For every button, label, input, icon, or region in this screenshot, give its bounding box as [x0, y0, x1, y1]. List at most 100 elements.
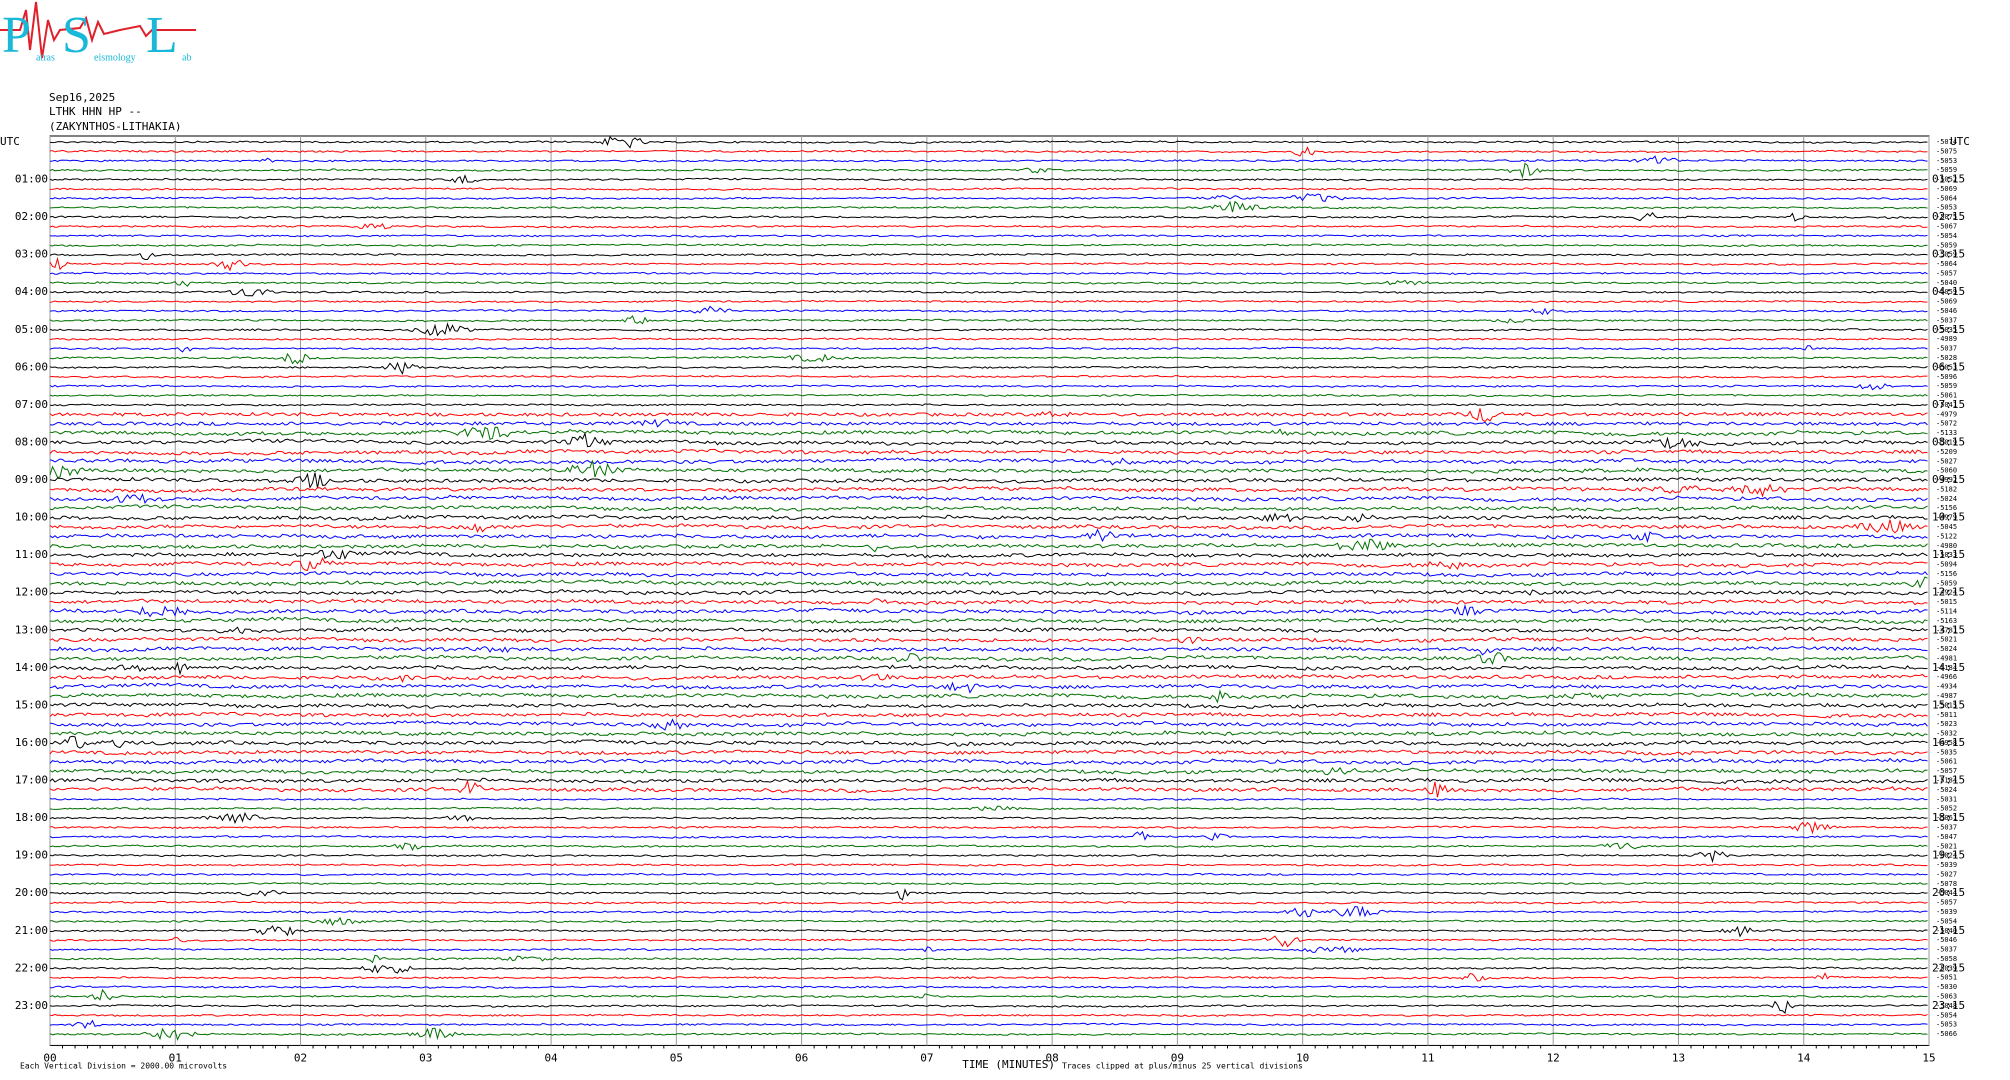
x-tick-label: 04 — [544, 1051, 558, 1064]
trace-offset: -5021 — [1936, 842, 1957, 850]
trace — [49, 626, 1928, 635]
trace — [49, 393, 1928, 398]
x-tick-label: 11 — [1421, 1051, 1434, 1064]
trace — [49, 234, 1928, 238]
trace-offset: -5041 — [1936, 401, 1957, 409]
hour-label: 01:00 — [15, 173, 48, 186]
trace-offset: -5054 — [1936, 232, 1957, 240]
trace-offset: -5040 — [1936, 279, 1957, 287]
trace-offset: -5053 — [1936, 1021, 1957, 1029]
hour-label-right: 04:15 — [1932, 285, 1965, 298]
trace-offset: -5019 — [1936, 438, 1957, 446]
trace — [49, 374, 1928, 379]
x-tick-label: 09 — [1171, 1051, 1184, 1064]
hour-label: 13:00 — [15, 623, 48, 636]
trace-offset: -5156 — [1936, 504, 1957, 512]
trace-offset: -4979 — [1936, 514, 1957, 522]
trace — [49, 162, 1928, 179]
trace — [49, 361, 1928, 376]
trace-offset: -5039 — [1936, 861, 1957, 869]
trace — [49, 557, 1928, 572]
trace-offset: -5074 — [1936, 138, 1957, 146]
trace-offset: -5024 — [1936, 645, 1957, 653]
trace-offset: -5057 — [1936, 767, 1957, 775]
logo-word: eismology — [94, 52, 136, 63]
x-tick-label: 08 — [1046, 1051, 1059, 1064]
trace-offset: -4781 — [1936, 626, 1957, 634]
trace — [49, 749, 1928, 756]
hour-label: 22:00 — [15, 961, 48, 974]
trace-offset: -5060 — [1936, 467, 1957, 475]
hour-label-right: 01:15 — [1932, 173, 1965, 186]
hour-label: 10:00 — [15, 511, 48, 524]
trace-offset: -5037 — [1936, 345, 1957, 353]
trace — [49, 797, 1928, 801]
scale-note: Each Vertical Division = 2000.00 microvo… — [20, 1062, 227, 1071]
trace-offset: -5044 — [1936, 889, 1957, 897]
trace-offset: -5064 — [1936, 194, 1957, 202]
hour-label: 16:00 — [15, 736, 48, 749]
hour-label-right: 18:15 — [1932, 811, 1965, 824]
trace — [49, 256, 1928, 272]
trace-offset: -5052 — [1936, 805, 1957, 813]
trace — [49, 616, 1928, 625]
trace-offset: -5028 — [1936, 354, 1957, 362]
trace-offset: -5039 — [1936, 964, 1957, 972]
trace — [49, 211, 1928, 222]
x-axis-title: TIME (MINUTES) — [962, 1058, 1055, 1071]
trace — [49, 155, 1928, 164]
logo-letter: L — [146, 7, 178, 64]
trace-offset: -5033 — [1936, 551, 1957, 559]
trace — [49, 863, 1928, 867]
trace — [49, 492, 1928, 505]
trace — [49, 504, 1928, 512]
trace-offset: -5209 — [1936, 448, 1957, 456]
hour-label: 12:00 — [15, 586, 48, 599]
trace — [49, 900, 1928, 905]
trace — [49, 673, 1928, 683]
trace-offset: -4987 — [1936, 692, 1957, 700]
x-tick-label: 06 — [795, 1051, 808, 1064]
trace-offset: -4958 — [1936, 739, 1957, 747]
trace-offset: -5027 — [1936, 870, 1957, 878]
traces — [49, 135, 1928, 1042]
x-tick-label: 13 — [1672, 1051, 1685, 1064]
trace — [49, 916, 1928, 927]
trace — [49, 730, 1928, 737]
trace-offset: -5021 — [1936, 636, 1957, 644]
trace — [49, 431, 1928, 450]
x-tick-label: 14 — [1797, 1051, 1811, 1064]
trace — [49, 603, 1928, 618]
logo-letter: S — [62, 7, 91, 64]
trace — [49, 483, 1928, 498]
trace — [49, 146, 1928, 157]
hour-label-right: 06:15 — [1932, 360, 1965, 373]
trace-offset: -5122 — [1936, 532, 1957, 540]
trace — [49, 811, 1928, 825]
x-tick-label: 12 — [1547, 1051, 1560, 1064]
trace-offset: -5045 — [1936, 523, 1957, 531]
trace-offset: -5030 — [1936, 983, 1957, 991]
hour-label: 04:00 — [15, 285, 48, 298]
trace-offset: -5054 — [1936, 917, 1957, 925]
logo-wave — [0, 1, 196, 59]
trace — [49, 718, 1928, 731]
trace-offset: -5015 — [1936, 701, 1957, 709]
trace — [49, 954, 1928, 964]
trace-offset: -5040 — [1936, 927, 1957, 935]
trace — [49, 305, 1928, 316]
trace — [49, 337, 1928, 341]
hour-label: 17:00 — [15, 774, 48, 787]
hour-label: 23:00 — [15, 999, 48, 1012]
trace-offset: -4966 — [1936, 673, 1957, 681]
trace — [49, 418, 1928, 428]
trace — [49, 472, 1928, 489]
trace — [49, 279, 1928, 287]
trace-offset: -5059 — [1936, 241, 1957, 249]
x-tick-label: 03 — [419, 1051, 432, 1064]
clip-note: Traces clipped at plus/minus 25 vertical… — [1062, 1062, 1303, 1071]
trace — [49, 881, 1928, 886]
trace-offset: -5059 — [1936, 251, 1957, 259]
trace — [49, 964, 1928, 974]
trace — [49, 403, 1928, 407]
